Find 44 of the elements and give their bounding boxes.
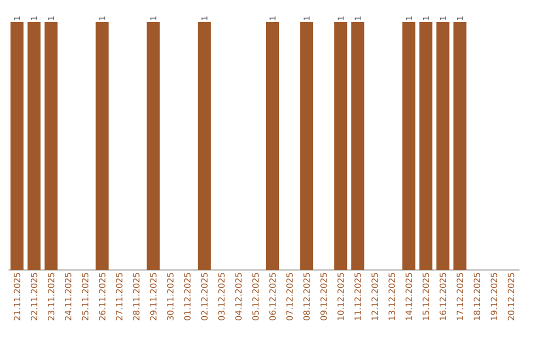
data-label: 1 bbox=[14, 16, 20, 20]
data-label: 1 bbox=[201, 16, 208, 20]
x-tick-label: 04.12.2025 bbox=[235, 272, 242, 320]
data-label: 1 bbox=[304, 16, 310, 20]
x-tick-label: 12.12.2025 bbox=[372, 272, 378, 320]
x-tick-label: 22.11.2025 bbox=[30, 272, 38, 320]
x-tick-label: 25.11.2025 bbox=[82, 272, 88, 320]
data-label: 1 bbox=[270, 16, 276, 20]
x-tick-label: 23.11.2025 bbox=[48, 272, 54, 320]
x-tick-label: 05.12.2025 bbox=[252, 272, 259, 320]
x-tick-label: 06.12.2025 bbox=[269, 272, 276, 320]
x-tick-label: 11.12.2025 bbox=[354, 272, 361, 320]
x-tick-label: 03.12.2025 bbox=[218, 272, 225, 320]
x-tick-label: 15.12.2025 bbox=[422, 272, 430, 320]
data-label: 1 bbox=[150, 16, 156, 20]
x-tick-label: 10.12.2025 bbox=[337, 272, 344, 320]
x-tick-label: 13.12.2025 bbox=[388, 272, 395, 320]
x-tick-label: 17.12.2025 bbox=[456, 272, 464, 320]
data-label: 1 bbox=[422, 16, 429, 20]
x-tick-label: 24.11.2025 bbox=[64, 272, 72, 320]
x-tick-label: 02.12.2025 bbox=[201, 272, 208, 320]
x-tick-label: 20.12.2025 bbox=[508, 272, 514, 320]
data-label: 1 bbox=[354, 16, 361, 20]
x-tick-label: 21.11.2025 bbox=[14, 272, 20, 320]
x-tick-label: 18.12.2025 bbox=[474, 272, 480, 320]
x-tick-label: 07.12.2025 bbox=[286, 272, 293, 320]
data-label: 1 bbox=[48, 16, 54, 20]
x-tick-label: 14.12.2025 bbox=[406, 272, 412, 320]
data-label: 1 bbox=[440, 16, 446, 20]
data-label: 1 bbox=[31, 16, 37, 20]
x-tick-label: 09.12.2025 bbox=[320, 272, 327, 320]
x-tick-label: 29.11.2025 bbox=[150, 272, 157, 320]
x-tick-label: 28.11.2025 bbox=[133, 272, 140, 320]
x-tick-label: 16.12.2025 bbox=[440, 272, 446, 320]
x-tick-label: 19.12.2025 bbox=[490, 272, 498, 320]
x-tick-label: 26.11.2025 bbox=[98, 272, 106, 320]
data-label: 1 bbox=[99, 16, 106, 20]
x-tick-label: 30.11.2025 bbox=[167, 272, 174, 320]
x-tick-label: 01.12.2025 bbox=[184, 272, 191, 320]
x-tick-label: 08.12.2025 bbox=[303, 272, 310, 320]
data-label: 1 bbox=[456, 16, 463, 20]
data-label: 1 bbox=[338, 16, 344, 20]
data-label: 1 bbox=[406, 16, 412, 20]
x-tick-label: 27.11.2025 bbox=[116, 272, 122, 320]
